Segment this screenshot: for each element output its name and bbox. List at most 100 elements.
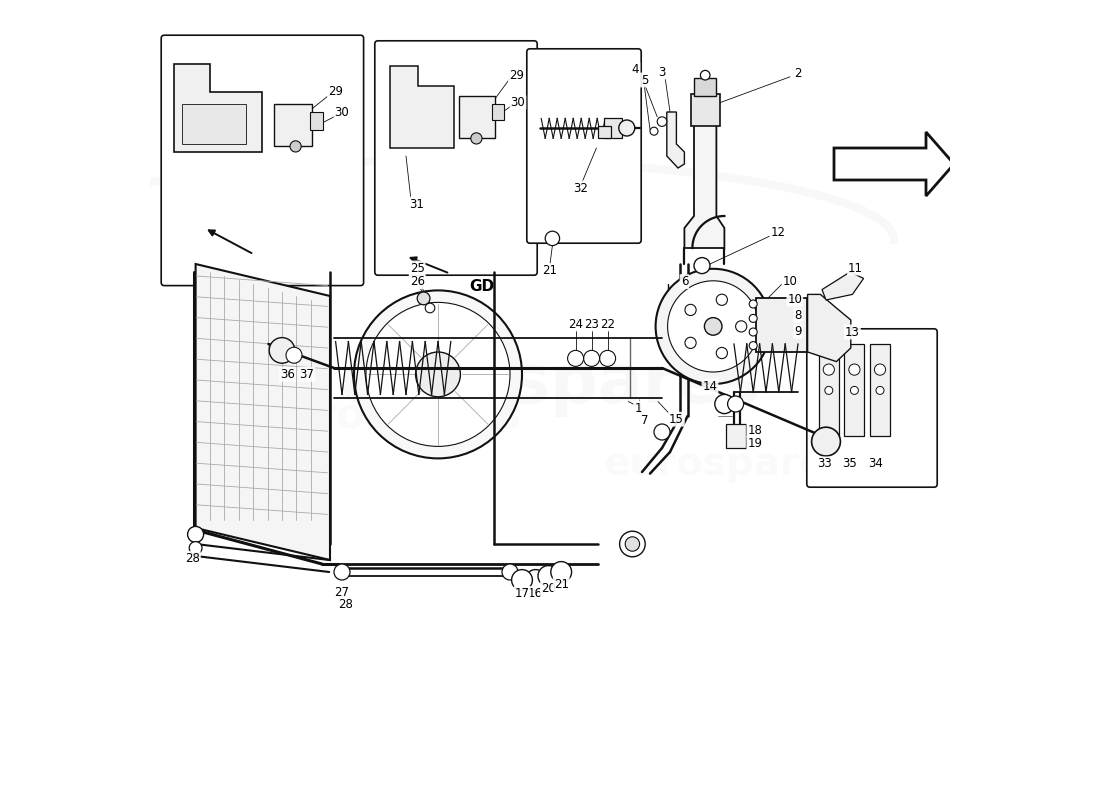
Circle shape xyxy=(668,281,759,372)
Text: 7: 7 xyxy=(640,414,648,426)
FancyBboxPatch shape xyxy=(375,41,537,275)
FancyBboxPatch shape xyxy=(806,329,937,487)
Text: eurospares: eurospares xyxy=(258,395,521,437)
Text: 6: 6 xyxy=(681,275,689,288)
Circle shape xyxy=(366,302,510,446)
Text: 12: 12 xyxy=(770,226,785,239)
Text: 10: 10 xyxy=(782,275,797,288)
Circle shape xyxy=(823,364,835,375)
Bar xyxy=(870,344,890,436)
Circle shape xyxy=(625,537,639,551)
Text: 28: 28 xyxy=(185,552,200,565)
Text: eurospares: eurospares xyxy=(603,445,849,483)
Bar xyxy=(493,104,505,120)
Circle shape xyxy=(286,347,302,363)
Bar xyxy=(274,104,312,146)
Text: 29: 29 xyxy=(509,69,524,82)
Text: 5: 5 xyxy=(640,74,648,86)
Text: 10: 10 xyxy=(788,293,802,306)
Bar xyxy=(310,112,322,130)
Circle shape xyxy=(701,70,710,80)
Text: 4: 4 xyxy=(631,63,639,76)
Circle shape xyxy=(749,342,757,350)
Bar xyxy=(182,104,246,144)
Text: 9: 9 xyxy=(794,325,802,338)
Circle shape xyxy=(502,564,518,580)
Bar xyxy=(757,298,806,352)
Circle shape xyxy=(694,258,710,274)
Circle shape xyxy=(512,570,532,590)
Text: 29: 29 xyxy=(328,85,343,98)
Circle shape xyxy=(354,290,522,458)
Circle shape xyxy=(715,394,734,414)
Bar xyxy=(726,424,746,448)
Text: 28: 28 xyxy=(339,598,353,610)
Text: 1: 1 xyxy=(635,402,641,414)
Circle shape xyxy=(749,314,757,322)
Circle shape xyxy=(749,328,757,336)
Circle shape xyxy=(656,269,771,384)
Text: 3: 3 xyxy=(658,66,666,78)
Text: 23: 23 xyxy=(584,318,600,330)
Circle shape xyxy=(290,141,301,152)
Text: 18: 18 xyxy=(747,424,762,437)
Polygon shape xyxy=(390,66,454,148)
Circle shape xyxy=(736,321,747,332)
Text: 20: 20 xyxy=(541,582,556,595)
Circle shape xyxy=(551,562,572,582)
Circle shape xyxy=(825,386,833,394)
Polygon shape xyxy=(667,112,684,168)
Bar xyxy=(604,118,622,138)
Bar xyxy=(459,96,495,138)
Circle shape xyxy=(471,133,482,144)
Text: 17: 17 xyxy=(515,587,529,600)
Circle shape xyxy=(334,564,350,580)
Circle shape xyxy=(189,542,202,554)
Text: 30: 30 xyxy=(334,106,350,119)
Polygon shape xyxy=(174,64,262,152)
Circle shape xyxy=(546,231,560,246)
FancyBboxPatch shape xyxy=(162,35,364,286)
Polygon shape xyxy=(822,272,864,300)
Bar xyxy=(691,94,719,126)
FancyBboxPatch shape xyxy=(527,49,641,243)
Text: eurospares: eurospares xyxy=(339,351,761,417)
Circle shape xyxy=(584,350,600,366)
Circle shape xyxy=(619,531,646,557)
Circle shape xyxy=(716,347,727,358)
Circle shape xyxy=(850,386,858,394)
Circle shape xyxy=(568,350,584,366)
Polygon shape xyxy=(196,264,330,560)
Circle shape xyxy=(538,566,559,586)
Circle shape xyxy=(600,350,616,366)
Circle shape xyxy=(876,386,884,394)
Circle shape xyxy=(188,526,204,542)
Text: 13: 13 xyxy=(845,326,860,338)
Text: GD: GD xyxy=(470,279,495,294)
Circle shape xyxy=(874,364,886,375)
Circle shape xyxy=(685,304,696,315)
Polygon shape xyxy=(834,132,954,196)
Text: 24: 24 xyxy=(568,318,583,330)
Text: 11: 11 xyxy=(848,262,864,274)
Circle shape xyxy=(619,120,635,136)
Text: 37: 37 xyxy=(299,368,315,381)
Text: 21: 21 xyxy=(553,578,569,590)
Bar xyxy=(845,344,865,436)
Circle shape xyxy=(426,303,434,313)
Text: 31: 31 xyxy=(409,198,424,210)
Text: 2: 2 xyxy=(794,67,802,80)
Circle shape xyxy=(727,396,744,412)
Bar xyxy=(598,126,611,138)
Polygon shape xyxy=(807,294,850,362)
Text: 19: 19 xyxy=(747,437,762,450)
Text: 26: 26 xyxy=(409,275,425,288)
Circle shape xyxy=(417,292,430,305)
Circle shape xyxy=(650,127,658,135)
Text: 14: 14 xyxy=(703,380,717,393)
Circle shape xyxy=(749,300,757,308)
Text: 35: 35 xyxy=(843,458,857,470)
Circle shape xyxy=(270,338,295,363)
Circle shape xyxy=(716,294,727,306)
Text: 27: 27 xyxy=(334,586,350,598)
